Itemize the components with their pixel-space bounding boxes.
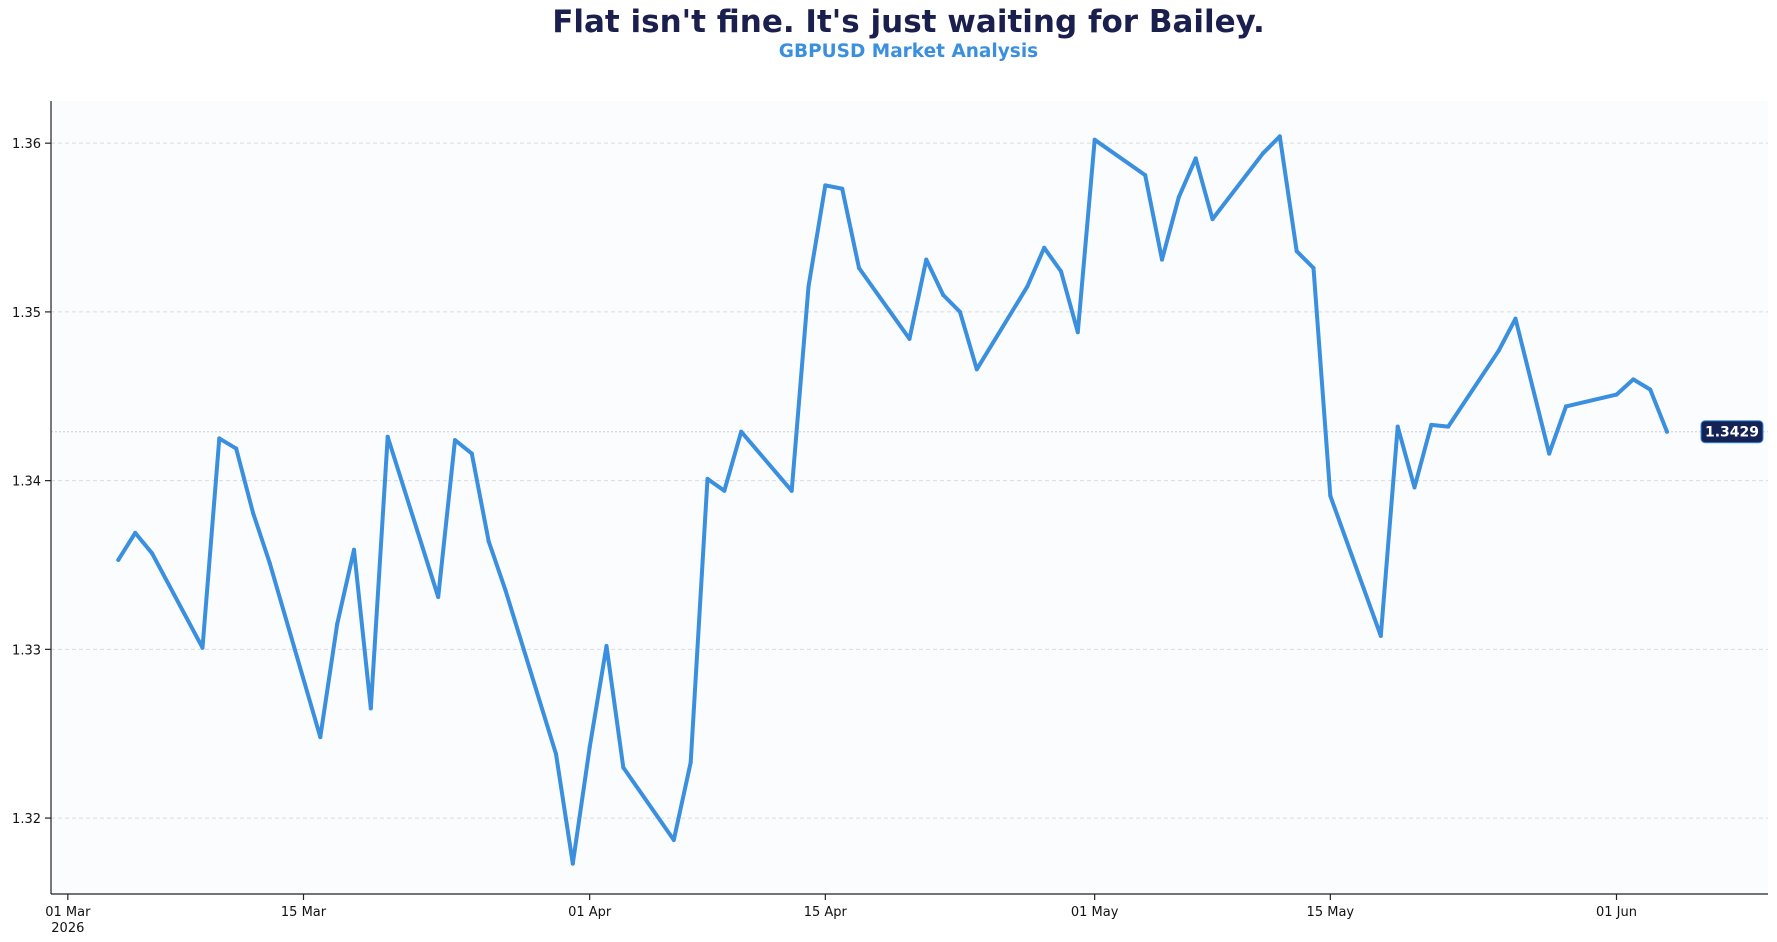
data-point [688, 760, 693, 765]
x-tick-label: 15 Apr [804, 905, 848, 920]
data-point [1395, 424, 1400, 429]
data-point [385, 434, 390, 439]
data-point [924, 257, 929, 262]
data-point [267, 561, 272, 566]
x-tick-label: 01 Jun [1596, 905, 1637, 920]
data-point [1143, 173, 1148, 178]
data-point [570, 861, 575, 866]
y-axis-ticks: 1.32 1.33 1.34 1.35 1.36 [12, 137, 51, 827]
data-point [1614, 392, 1619, 397]
data-point [823, 183, 828, 188]
y-tick-label: 1.34 [12, 475, 41, 490]
y-tick-label: 1.33 [12, 643, 41, 658]
last-value-badge-box [1700, 420, 1764, 444]
last-value-badge: 1.3429 [1700, 420, 1764, 444]
data-point [1446, 424, 1451, 429]
data-points [116, 134, 1669, 866]
y-tick-label: 1.35 [12, 306, 41, 321]
data-point [974, 367, 979, 372]
x-tick-label: 01 Mar [45, 905, 91, 920]
data-point [335, 622, 340, 626]
data-point [469, 451, 474, 456]
data-point [1261, 151, 1265, 156]
data-point [1210, 217, 1215, 222]
data-point [234, 446, 239, 451]
data-point [840, 186, 845, 191]
data-point [554, 752, 558, 756]
data-point [1176, 195, 1181, 200]
data-point [806, 284, 811, 289]
x-tick-year-label: 2026 [51, 921, 84, 936]
data-point [1193, 156, 1198, 161]
data-point [503, 588, 508, 593]
chart-subtitle: GBPUSD Market Analysis [778, 41, 1039, 62]
data-point [907, 336, 912, 341]
data-point [671, 838, 676, 842]
series-line [116, 134, 1669, 866]
data-point [1665, 429, 1669, 434]
data-point [200, 645, 205, 650]
data-point [1496, 348, 1501, 353]
data-point [1412, 485, 1417, 490]
data-point [1042, 245, 1047, 250]
data-point [1160, 257, 1164, 262]
data-point [116, 557, 121, 562]
data-point [722, 488, 727, 493]
data-point [453, 438, 457, 443]
plot-background [51, 101, 1768, 894]
data-point [1092, 137, 1097, 142]
data-point [1631, 377, 1636, 382]
x-tick-label: 01 May [1071, 905, 1119, 920]
data-point [368, 706, 373, 711]
gridlines [51, 142, 1768, 819]
data-point [621, 765, 626, 770]
chart-title: Flat isn't fine. It's just waiting for B… [552, 4, 1265, 40]
data-point [1547, 451, 1552, 456]
x-tick-label: 15 May [1307, 905, 1355, 920]
y-tick-label: 1.36 [12, 137, 41, 152]
data-point [1564, 404, 1568, 409]
data-point [352, 547, 356, 552]
data-point [604, 644, 609, 648]
data-point [789, 488, 794, 493]
data-point [941, 293, 946, 297]
data-point [133, 530, 138, 535]
last-value-label: 1.3429 [1705, 425, 1759, 441]
data-point [1513, 316, 1518, 321]
data-point [1311, 266, 1316, 270]
data-point [1328, 493, 1333, 498]
y-tick-label: 1.32 [12, 812, 41, 827]
data-point [1294, 249, 1299, 254]
data-point [486, 539, 491, 544]
data-point [739, 429, 744, 434]
data-point [1025, 284, 1030, 289]
x-tick-label: 01 Apr [568, 905, 612, 920]
data-point [1277, 134, 1282, 139]
data-point [217, 436, 222, 441]
x-tick-label: 15 Mar [281, 905, 327, 920]
data-point [705, 476, 710, 481]
data-point [1378, 633, 1383, 638]
data-point [1059, 269, 1063, 274]
data-point [1648, 387, 1653, 392]
data-point [436, 595, 441, 599]
data-point [1075, 330, 1080, 335]
data-point [251, 510, 255, 515]
data-point [150, 551, 154, 556]
data-point [857, 266, 861, 270]
data-point [587, 745, 592, 750]
data-point [1429, 422, 1434, 427]
data-point [318, 735, 323, 740]
data-point [958, 309, 962, 314]
